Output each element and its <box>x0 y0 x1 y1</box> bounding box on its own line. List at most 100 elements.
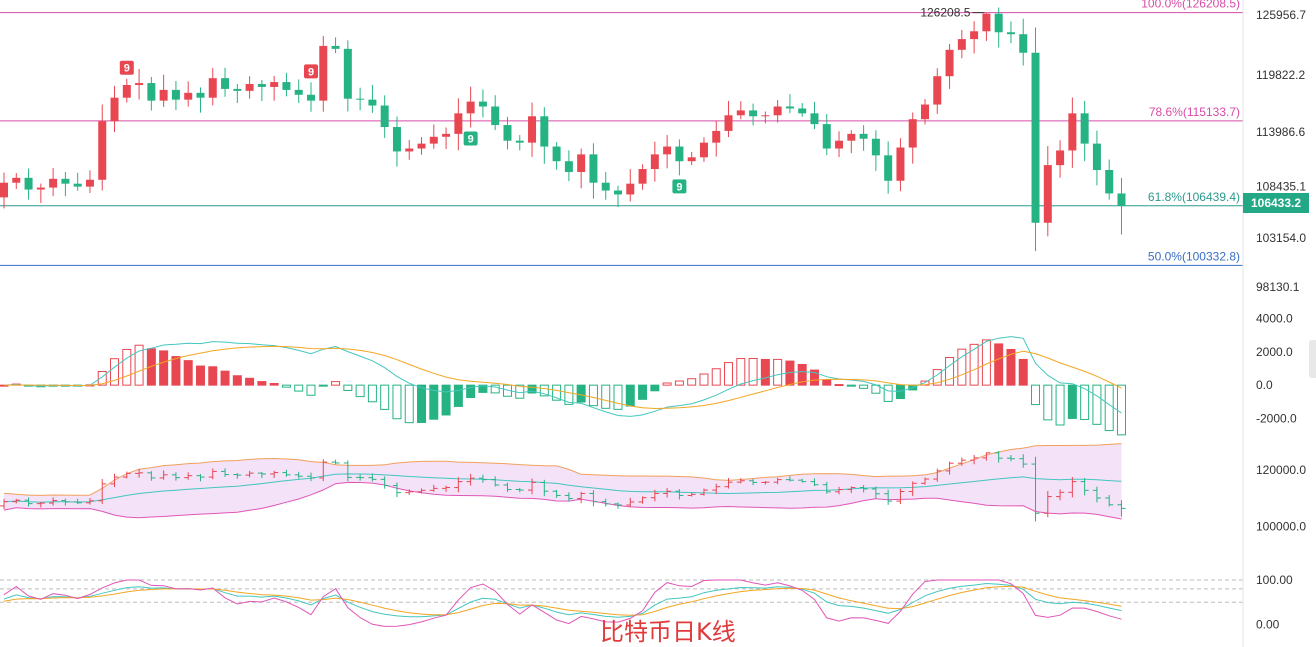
macd-bar <box>699 373 709 386</box>
macd-bar <box>674 380 684 386</box>
candle-body <box>626 183 635 195</box>
y-tick-label: 120000.0 <box>1256 463 1306 477</box>
candle-body <box>515 140 524 143</box>
macd-bar <box>110 358 120 386</box>
candle-body <box>110 97 119 122</box>
macd-bar <box>601 384 611 409</box>
candle-body <box>270 82 279 87</box>
candle-body <box>749 110 758 117</box>
macd-bar <box>220 370 230 386</box>
fib-label: 78.6%(115133.7) <box>1149 105 1240 119</box>
candle-body <box>208 78 217 98</box>
macd-bar <box>392 384 402 420</box>
fib-label: 61.8%(106439.4) <box>1148 190 1240 204</box>
candle-body <box>73 183 82 187</box>
macd-bar <box>539 384 549 397</box>
candle-body <box>233 88 242 91</box>
candle-body <box>982 13 991 32</box>
bollinger-pane <box>0 443 1126 522</box>
macd-bar <box>957 348 967 386</box>
candle-body <box>368 99 377 106</box>
macd-bar <box>245 377 255 386</box>
candle-body <box>1043 165 1052 223</box>
macd-bar <box>552 384 562 401</box>
candle-body <box>564 161 573 172</box>
y-tick-label: 108435.1 <box>1256 179 1306 193</box>
macd-bar <box>994 343 1004 386</box>
macd-bar <box>355 384 365 398</box>
y-tick-label: 0.0 <box>1256 378 1273 392</box>
bollinger-mid-line <box>3 473 1122 503</box>
candle-body <box>528 116 537 143</box>
candle-body <box>85 179 94 187</box>
panel-collapse-handle[interactable] <box>1309 340 1316 378</box>
macd-bar <box>760 358 770 386</box>
macd-bar <box>564 384 574 405</box>
macd-bar <box>232 375 242 386</box>
macd-bar <box>380 384 390 410</box>
macd-bar <box>895 384 905 400</box>
td-marker <box>304 64 318 79</box>
macd-bar <box>859 384 869 389</box>
candle-body <box>773 106 782 116</box>
candle-body <box>601 182 610 191</box>
macd-bar <box>146 348 156 386</box>
macd-dif-line <box>3 336 1122 417</box>
candle-body <box>221 78 230 89</box>
candle-body <box>478 101 487 107</box>
macd-bar <box>0 384 9 387</box>
macd-bar <box>846 384 856 387</box>
macd-bar <box>625 384 635 407</box>
candle-body <box>491 106 500 126</box>
y-axes: 125956.7 119822.2 113986.6 108435.1 103154.0… <box>1242 0 1306 647</box>
candle-body <box>957 39 966 50</box>
macd-bar <box>588 384 598 407</box>
candle-body <box>638 169 647 184</box>
candle-body <box>859 133 868 139</box>
candle-body <box>380 105 389 128</box>
candle-body <box>184 92 193 100</box>
macd-bar <box>1067 384 1077 419</box>
td-marker <box>463 131 478 146</box>
macd-bar <box>809 369 819 386</box>
macd-bar <box>662 382 672 386</box>
candle-body <box>24 177 33 190</box>
y-tick-label: 100000.0 <box>1256 520 1306 534</box>
macd-pane <box>0 336 1126 436</box>
candle-body <box>614 190 622 195</box>
td-marker-label: 9 <box>308 66 314 78</box>
macd-bar <box>650 384 660 392</box>
candle-body <box>282 82 291 90</box>
candle-body <box>785 106 794 109</box>
macd-bar <box>429 384 439 420</box>
y-tick-label: 119822.2 <box>1256 68 1305 82</box>
macd-bar <box>183 360 193 386</box>
macd-bar <box>883 384 893 402</box>
td-marker-label: 9 <box>124 63 130 75</box>
macd-bar <box>404 384 414 424</box>
macd-bar <box>687 378 697 386</box>
macd-bar <box>945 357 955 386</box>
macd-dea-line <box>3 345 1122 410</box>
macd-bar <box>638 384 648 400</box>
candle-body <box>810 113 819 125</box>
macd-bar <box>748 357 758 386</box>
candle-body <box>822 124 831 149</box>
candle-body <box>98 121 107 180</box>
macd-bar <box>736 358 746 386</box>
candle-body <box>1117 193 1126 206</box>
candle-body <box>933 76 942 105</box>
candle-body <box>871 138 880 156</box>
candle-body <box>884 155 893 181</box>
y-tick-label: 113986.6 <box>1256 125 1305 139</box>
candle-body <box>540 116 549 147</box>
candle-body <box>896 147 905 181</box>
kdj-d-line <box>3 585 1122 616</box>
candle-body <box>994 13 1003 33</box>
candle-body <box>257 84 266 87</box>
macd-bar <box>159 350 169 386</box>
last-price-tag: 106433.2 <box>1243 193 1309 213</box>
candle-body <box>0 182 8 198</box>
macd-bar <box>1080 384 1090 420</box>
